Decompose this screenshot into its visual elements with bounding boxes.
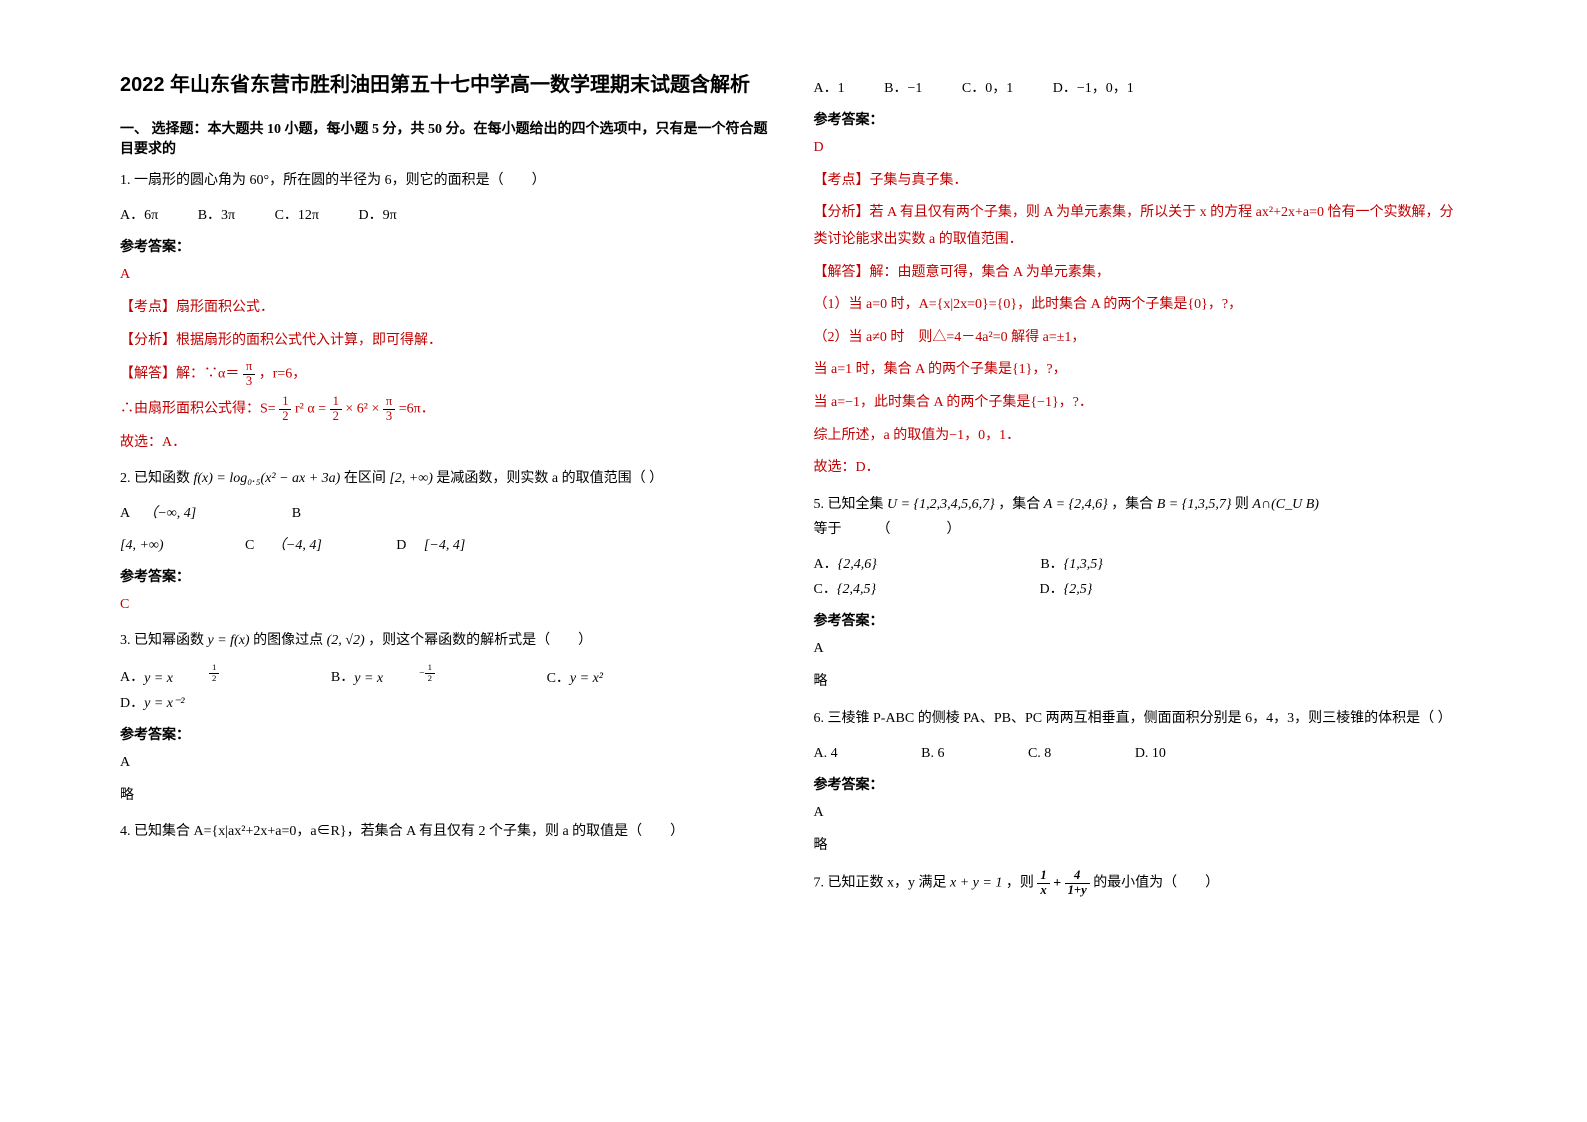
q5-options: A．{2,4,6} B．{1,3,5} C．{2,4,5} D．{2,5} bbox=[814, 552, 1468, 602]
q7-expr: 1x + 41+y bbox=[1037, 876, 1093, 891]
q1-answer-label: 参考答案： bbox=[120, 236, 774, 256]
q3-point: (2, √2) bbox=[327, 633, 365, 648]
left-column: 2022 年山东省东营市胜利油田第五十七中学高一数学理期末试题含解析 一、 选择… bbox=[100, 70, 794, 1052]
q4-s3: （2）当 a≠0 时 则△=4－4a²=0 解得 a=±1， bbox=[814, 325, 1468, 352]
q6-opt-b: B. 6 bbox=[921, 741, 944, 766]
q2-answer-label: 参考答案： bbox=[120, 566, 774, 586]
q5-U: U = {1,2,3,4,5,6,7} bbox=[887, 497, 995, 512]
q4-answer-label: 参考答案： bbox=[814, 109, 1468, 129]
question-4: 4. 已知集合 A={x|ax²+2x+a=0，a∈R}，若集合 A 有且仅有 … bbox=[120, 819, 774, 844]
q4-opt-a: A．1 bbox=[814, 76, 845, 101]
q1-point: 【考点】扇形面积公式． bbox=[120, 295, 774, 322]
question-1: 1. 一扇形的圆心角为 60°，所在圆的半径为 6，则它的面积是（ ） bbox=[120, 168, 774, 193]
q3-opt-b: B．y = x−12 bbox=[331, 663, 507, 690]
q4-s4: 当 a=1 时，集合 A 的两个子集是{1}，?， bbox=[814, 357, 1468, 384]
q4-analysis: 【分析】若 A 有且仅有两个子集，则 A 为单元素集，所以关于 x 的方程 ax… bbox=[814, 200, 1468, 253]
q2-opt-c1: [4, +∞) bbox=[120, 533, 164, 558]
q4-opt-d: D．−1，0，1 bbox=[1053, 76, 1134, 101]
question-3: 3. 已知幂函数 y = f(x) 的图像过点 (2, √2) ，则这个幂函数的… bbox=[120, 628, 774, 653]
q5-A: A = {2,4,6} bbox=[1044, 497, 1108, 512]
q2-interval: [2, +∞) bbox=[389, 471, 433, 486]
q6-answer: A bbox=[814, 800, 1468, 827]
q3-answer-label: 参考答案： bbox=[120, 724, 774, 744]
q5-opt-b: B．{1,3,5} bbox=[1040, 552, 1183, 577]
q2-answer: C bbox=[120, 592, 774, 619]
question-7: 7. 已知正数 x，y 满足 x + y = 1 ，则 1x + 41+y 的最… bbox=[814, 869, 1468, 898]
q2-opt-d: [−4, 4] bbox=[424, 533, 465, 558]
q1-opt-d: D．9π bbox=[359, 203, 397, 228]
q5-answer-label: 参考答案： bbox=[814, 610, 1468, 630]
q4-opt-b: B．−1 bbox=[884, 76, 922, 101]
q5-skip: 略 bbox=[814, 669, 1468, 696]
q4-point: 【考点】子集与真子集． bbox=[814, 168, 1468, 195]
q3-answer: A bbox=[120, 750, 774, 777]
q4-s5: 当 a=−1，此时集合 A 的两个子集是{−1}，?． bbox=[814, 390, 1468, 417]
q7-eq: x + y = 1 bbox=[950, 876, 1002, 891]
question-5: 5. 已知全集 U = {1,2,3,4,5,6,7} ，集合 A = {2,4… bbox=[814, 492, 1468, 542]
q5-opt-d: D．{2,5} bbox=[1040, 577, 1173, 602]
q5-opt-a: A．{2,4,6} bbox=[814, 552, 957, 577]
q6-opt-c: C. 8 bbox=[1028, 741, 1051, 766]
q1-analysis: 【分析】根据扇形的面积公式代入计算，即可得解． bbox=[120, 328, 774, 355]
q4-s2: （1）当 a=0 时，A={x|2x=0}={0}，此时集合 A 的两个子集是{… bbox=[814, 292, 1468, 319]
q2-fx: f(x) = log₀.₅(x² − ax + 3a) bbox=[194, 471, 341, 486]
q6-opt-a: A. 4 bbox=[814, 741, 838, 766]
q5-B: B = {1,3,5,7} bbox=[1157, 497, 1232, 512]
q3-opt-d: D．y = x⁻² bbox=[120, 691, 221, 716]
q1-opt-a: A．6π bbox=[120, 203, 158, 228]
q3-skip: 略 bbox=[120, 783, 774, 810]
q1-opt-b: B．3π bbox=[198, 203, 235, 228]
q4-options: A．1 B．−1 C．0，1 D．−1，0，1 bbox=[814, 76, 1468, 101]
question-2: 2. 已知函数 f(x) = log₀.₅(x² − ax + 3a) 在区间 … bbox=[120, 466, 774, 491]
q1-opt-c: C．12π bbox=[275, 203, 319, 228]
q4-opt-c: C．0，1 bbox=[962, 76, 1013, 101]
q5-opt-c: C．{2,4,5} bbox=[814, 577, 957, 602]
q1-options: A．6π B．3π C．12π D．9π bbox=[120, 203, 774, 228]
frac-pi-3: π3 bbox=[243, 360, 255, 389]
q6-opt-d: D. 10 bbox=[1135, 741, 1166, 766]
q1-solve: 【解答】解：∵α＝ π3 ，r=6， bbox=[120, 360, 774, 389]
question-6: 6. 三棱锥 P-ABC 的侧棱 PA、PB、PC 两两互相垂直，侧面面积分别是… bbox=[814, 706, 1468, 731]
q6-options: A. 4 B. 6 C. 8 D. 10 bbox=[814, 741, 1468, 766]
q5-expr: A∩(C_U B) bbox=[1252, 497, 1319, 512]
q2-options-row2: [4, +∞) C （−4, 4] D [−4, 4] bbox=[120, 533, 774, 558]
section-1-heading: 一、 选择题：本大题共 10 小题，每小题 5 分，共 50 分。在每小题给出的… bbox=[120, 118, 774, 158]
q4-answer: D bbox=[814, 135, 1468, 162]
q3-options: A．y = x12 B．y = x−12 C．y = x² D．y = x⁻² bbox=[120, 663, 774, 715]
q1-solve2: ∴由扇形面积公式得：S= 12 r² α = 12 × 6² × π3 =6π． bbox=[120, 395, 774, 424]
q3-yfx: y = f(x) bbox=[208, 633, 250, 648]
q2-opt-a: （−∞, 4] bbox=[143, 501, 196, 526]
q4-s6: 综上所述，a 的取值为−1，0，1． bbox=[814, 423, 1468, 450]
q5-answer: A bbox=[814, 636, 1468, 663]
q6-skip: 略 bbox=[814, 833, 1468, 860]
q2-opt-c2: （−4, 4] bbox=[272, 533, 322, 558]
q4-s1: 【解答】解：由题意可得，集合 A 为单元素集， bbox=[814, 260, 1468, 287]
q1-pick: 故选：A． bbox=[120, 430, 774, 457]
q6-answer-label: 参考答案： bbox=[814, 774, 1468, 794]
q2-options-row1: A （−∞, 4] B bbox=[120, 501, 774, 526]
q1-answer: A bbox=[120, 262, 774, 289]
exam-title: 2022 年山东省东营市胜利油田第五十七中学高一数学理期末试题含解析 bbox=[120, 70, 774, 100]
right-column: A．1 B．−1 C．0，1 D．−1，0，1 参考答案： D 【考点】子集与真… bbox=[794, 70, 1488, 1052]
q4-pick: 故选：D． bbox=[814, 455, 1468, 482]
q3-opt-a: A．y = x12 bbox=[120, 663, 291, 690]
q3-opt-c: C．y = x² bbox=[547, 666, 639, 691]
